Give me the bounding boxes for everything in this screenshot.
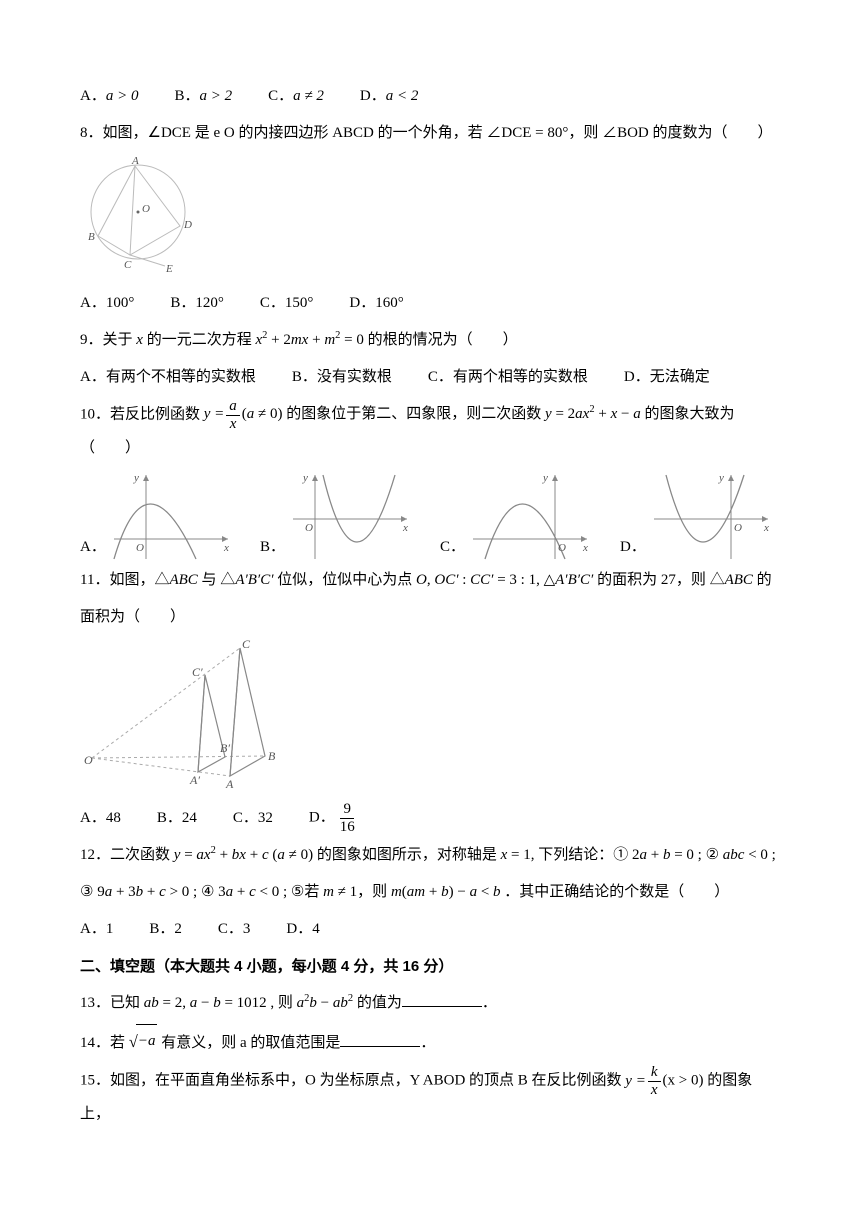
svg-text:B: B bbox=[88, 231, 95, 243]
sqrt-icon: √−a bbox=[129, 1024, 158, 1060]
q10-B: B． O x y bbox=[260, 469, 440, 564]
svg-text:y: y bbox=[302, 472, 308, 484]
q10-stem: 10．若反比例函数 y =ax(a ≠ 0) 的图象位于第二、四象限，则二次函数… bbox=[80, 398, 780, 465]
q11-stem2: 面积为（ ） bbox=[80, 601, 780, 634]
q7-options: A．a > 0 B．a > 2 C．a ≠ 2 D．a < 2 bbox=[80, 80, 780, 113]
q12-B: B．2 bbox=[149, 913, 182, 946]
q10-options: A． O x y B． O x y C． bbox=[80, 469, 780, 564]
q8-B: B．120° bbox=[170, 287, 224, 320]
q14: 14．若 √−a 有意义，则 a 的取值范围是． bbox=[80, 1024, 780, 1060]
svg-text:x: x bbox=[582, 542, 588, 554]
q12-C: C．3 bbox=[218, 913, 251, 946]
svg-text:O: O bbox=[84, 753, 93, 767]
q11-stem: 11．如图，△ABC 与 △A′B′C′ 位似，位似中心为点 O, OC′ : … bbox=[80, 564, 780, 597]
svg-text:y: y bbox=[133, 472, 139, 484]
svg-text:O: O bbox=[305, 522, 313, 534]
q9-C: C．有两个相等的实数根 bbox=[428, 361, 588, 394]
svg-text:A: A bbox=[225, 777, 234, 788]
svg-text:E: E bbox=[165, 263, 173, 274]
q8-C: C．150° bbox=[260, 287, 314, 320]
q7-D: D．a < 2 bbox=[360, 80, 418, 113]
svg-text:O: O bbox=[136, 542, 144, 554]
svg-text:x: x bbox=[763, 522, 769, 534]
svg-text:C: C bbox=[124, 259, 132, 271]
q12-stem1: 12．二次函数 y = ax2 + bx + c (a ≠ 0) 的图象如图所示… bbox=[80, 839, 780, 872]
svg-text:O: O bbox=[558, 542, 566, 554]
svg-text:A: A bbox=[131, 155, 139, 167]
svg-text:O: O bbox=[142, 203, 150, 215]
svg-text:y: y bbox=[542, 472, 548, 484]
q12-stem2: ③ 9a + 3b + c > 0 ; ④ 3a + c < 0 ; ⑤若 m … bbox=[80, 876, 780, 909]
svg-text:x: x bbox=[223, 542, 229, 554]
svg-text:x: x bbox=[402, 522, 408, 534]
q7-C: C．a ≠ 2 bbox=[268, 80, 324, 113]
svg-text:A′: A′ bbox=[189, 773, 200, 787]
q9-D: D．无法确定 bbox=[624, 361, 710, 394]
q14-blank bbox=[340, 1032, 420, 1047]
q12-A: A．1 bbox=[80, 913, 113, 946]
q8-figure: A B C D E O bbox=[80, 154, 210, 287]
q7-B: B．a > 2 bbox=[174, 80, 232, 113]
q13-blank bbox=[402, 992, 482, 1007]
q13: 13．已知 ab = 2, a − b = 1012 , 则 a2b − ab2… bbox=[80, 987, 780, 1020]
q10-C: C． O x y bbox=[440, 469, 620, 564]
q11-options: A．48 B．24 C．32 D．916 bbox=[80, 801, 780, 835]
svg-text:C: C bbox=[242, 638, 251, 651]
q7-A: A．a > 0 bbox=[80, 80, 138, 113]
svg-text:B: B bbox=[268, 749, 276, 763]
q10-D: D． O x y bbox=[620, 469, 780, 564]
q10-A: A． O x y bbox=[80, 469, 260, 564]
q11-B: B．24 bbox=[157, 802, 197, 835]
svg-text:D: D bbox=[183, 219, 192, 231]
q11-D: D．916 bbox=[309, 801, 360, 835]
section2-heading: 二、填空题（本大题共 4 小题，每小题 4 分，共 16 分） bbox=[80, 950, 780, 983]
q8-options: A．100° B．120° C．150° D．160° bbox=[80, 287, 780, 320]
svg-text:C′: C′ bbox=[192, 665, 203, 679]
q9-A: A．有两个不相等的实数根 bbox=[80, 361, 256, 394]
svg-text:y: y bbox=[718, 472, 724, 484]
q8-stem: 8．如图，∠DCE 是 e O 的内接四边形 ABCD 的一个外角，若 ∠DCE… bbox=[80, 117, 780, 150]
q15: 15．如图，在平面直角坐标系中，O 为坐标原点，Y ABOD 的顶点 B 在反比… bbox=[80, 1064, 780, 1131]
q11-A: A．48 bbox=[80, 802, 121, 835]
q12-D: D．4 bbox=[286, 913, 319, 946]
svg-text:B′: B′ bbox=[220, 741, 230, 755]
q8-D: D．160° bbox=[349, 287, 403, 320]
q11-C: C．32 bbox=[233, 802, 273, 835]
q12-options: A．1 B．2 C．3 D．4 bbox=[80, 913, 780, 946]
q9-B: B．没有实数根 bbox=[292, 361, 392, 394]
q9-options: A．有两个不相等的实数根 B．没有实数根 C．有两个相等的实数根 D．无法确定 bbox=[80, 361, 780, 394]
q8-A: A．100° bbox=[80, 287, 134, 320]
q11-figure: O A A′ B B′ C C′ bbox=[80, 638, 290, 801]
q9-stem: 9．关于 x 的一元二次方程 x2 + 2mx + m2 = 0 的根的情况为（… bbox=[80, 324, 780, 357]
svg-text:O: O bbox=[734, 522, 742, 534]
